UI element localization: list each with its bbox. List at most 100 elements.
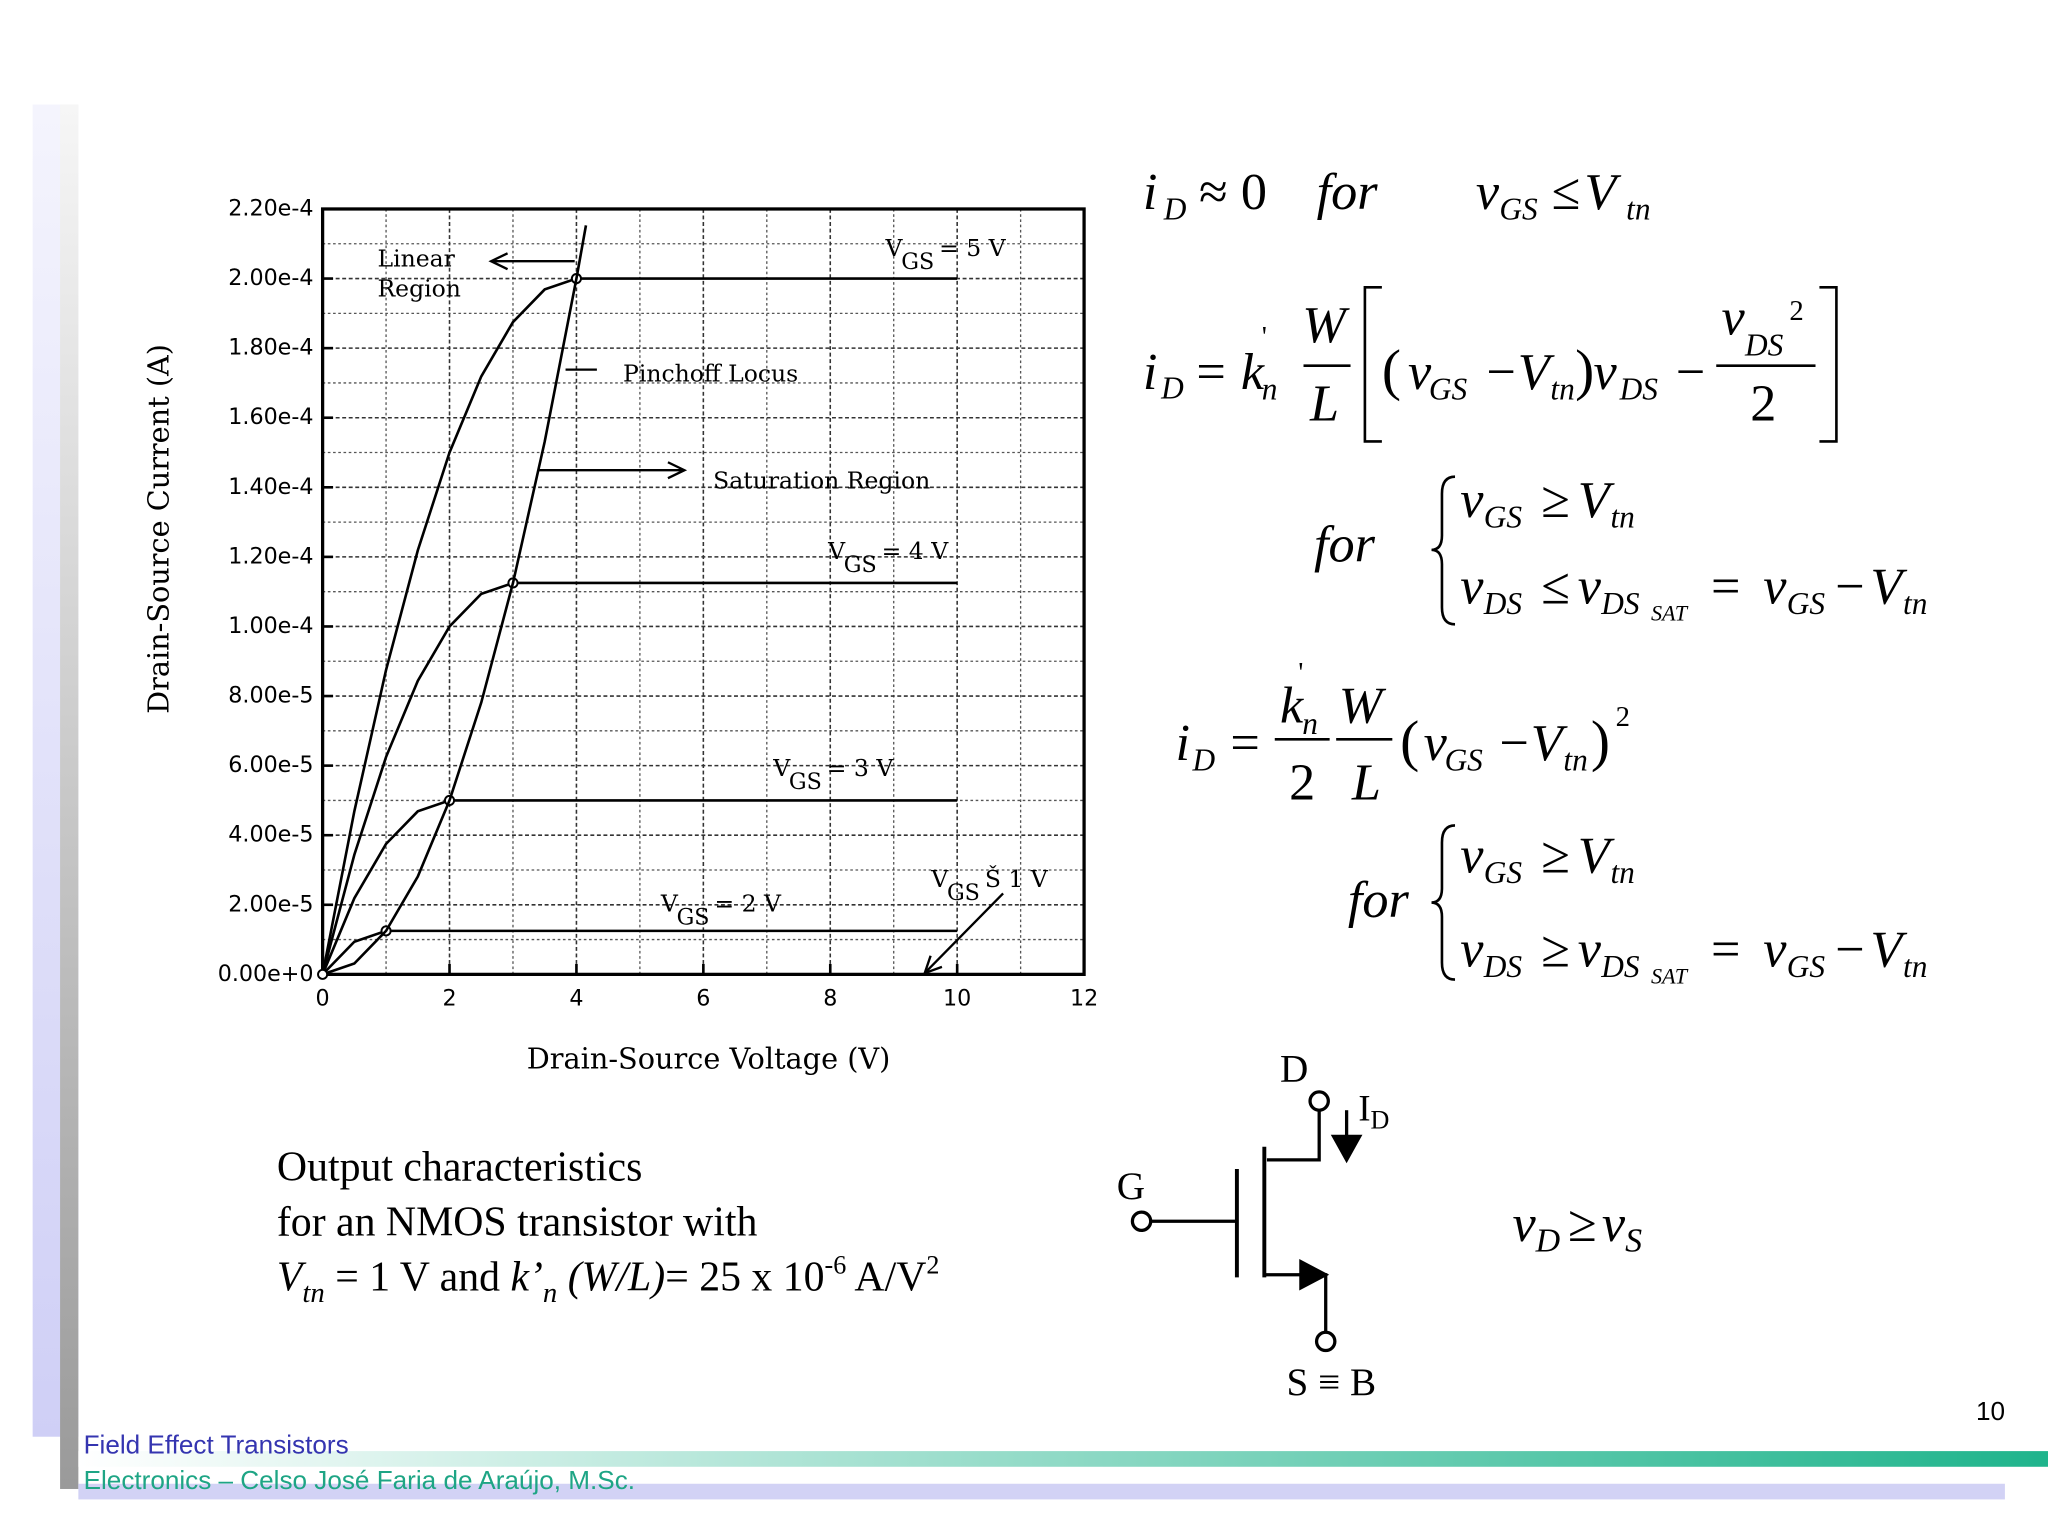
math-symbol: DS <box>1483 949 1523 984</box>
math-symbol: ' <box>1298 657 1303 689</box>
y-tick-label: 2.00e-4 <box>228 265 313 291</box>
math-symbol: v <box>1721 288 1745 346</box>
nmos-symbol <box>1130 1090 1363 1353</box>
footer-bar <box>78 1483 2005 1500</box>
terminal-label: S ≡ B <box>1287 1361 1377 1404</box>
math-symbol: D <box>1163 191 1187 226</box>
math-symbol: tn <box>1903 949 1927 984</box>
math-symbol: ' <box>1262 321 1267 353</box>
math-symbol: V <box>1870 557 1907 615</box>
annotation: Linear <box>377 244 455 272</box>
brace <box>1431 824 1456 981</box>
relation-part: ≥ <box>1568 1195 1597 1253</box>
math-symbol: n <box>1302 706 1318 741</box>
math-symbol: 2 <box>1789 295 1803 327</box>
y-axis-label: Drain-Source Current (A) <box>141 344 175 714</box>
math-symbol: ( <box>1400 710 1419 773</box>
math-symbol: ≥ <box>1541 471 1570 529</box>
caption-part: A/V <box>846 1254 926 1300</box>
relation-part: v <box>1512 1195 1536 1253</box>
math-symbol: tn <box>1550 372 1574 407</box>
math-symbol: GS <box>1484 500 1523 535</box>
math-symbol: W <box>1339 676 1387 734</box>
math-symbol: = <box>1711 557 1740 615</box>
curve-label: = 2 V <box>714 890 782 918</box>
terminal <box>1308 1090 1330 1112</box>
curve-label: GS <box>901 249 934 275</box>
wire <box>1266 1110 1321 1162</box>
math-symbol: tn <box>1563 743 1587 778</box>
math-symbol: v <box>1593 343 1617 401</box>
math-symbol: GS <box>1445 743 1484 778</box>
annotation: Pinchoff Locus <box>623 359 798 387</box>
math-symbol: DS <box>1744 327 1784 362</box>
curve-label: = 5 V <box>939 234 1007 262</box>
current-part: I <box>1358 1088 1370 1129</box>
arrow <box>1330 1134 1363 1164</box>
terminal-label: D <box>1280 1047 1308 1090</box>
origin-point <box>317 968 329 980</box>
equation-decor <box>1274 286 1838 981</box>
math-symbol: for <box>1317 163 1379 221</box>
relation: vD ≥ vS <box>1512 1195 1642 1259</box>
math-symbol: 2 <box>1616 701 1630 733</box>
math-symbol: DS <box>1483 586 1523 621</box>
math-symbol: ) <box>1591 710 1610 773</box>
caption-part: -6 <box>825 1250 847 1279</box>
x-tick-label: 0 <box>316 986 330 1012</box>
math-symbol: tn <box>1610 500 1634 535</box>
curve-label: V <box>827 537 846 565</box>
curve-label: GS <box>947 880 980 906</box>
x-tick-label: 4 <box>569 986 583 1012</box>
math-symbol: DS <box>1600 586 1640 621</box>
math-symbol: D <box>1160 370 1184 405</box>
math-symbol: v <box>1460 557 1484 615</box>
curve-label: V <box>772 754 791 782</box>
curve <box>321 799 958 975</box>
math-symbol: GS <box>1484 855 1523 890</box>
x-tick-label: 12 <box>1070 986 1098 1012</box>
math-symbol: v <box>1763 557 1787 615</box>
math-symbol: ( <box>1382 339 1401 402</box>
math-symbol: − <box>1486 343 1515 401</box>
curve-label: GS <box>844 552 877 578</box>
curve-label: V <box>885 234 904 262</box>
curve-label: V <box>660 890 679 918</box>
y-tick-label: 1.60e-4 <box>228 404 313 430</box>
relation-part: S <box>1625 1222 1642 1259</box>
caption-line: Vtn = 1 V and k’n (W/L)= 25 x 10-6 A/V2 <box>277 1250 940 1309</box>
math-symbol: n <box>1262 372 1278 407</box>
math-symbol: V <box>1870 921 1907 979</box>
math-symbol: V <box>1531 714 1568 772</box>
relation-part: v <box>1602 1195 1626 1253</box>
math-symbol: V <box>1578 826 1615 884</box>
x-tick-label: 6 <box>696 986 710 1012</box>
math-symbol: v <box>1578 921 1602 979</box>
math-symbol: v <box>1578 557 1602 615</box>
math-symbol: SAT <box>1651 600 1689 625</box>
curve-label: = 4 V <box>882 537 950 565</box>
math-symbol: i <box>1143 343 1158 401</box>
caption-part: = 1 V and <box>325 1254 511 1300</box>
math-symbol: ) <box>1575 339 1594 402</box>
math-symbol: W <box>1302 296 1350 354</box>
math-symbol: V <box>1584 163 1621 221</box>
curve <box>321 581 958 975</box>
math-symbol: − <box>1835 557 1864 615</box>
caption-part: (W/L) <box>557 1254 665 1300</box>
math-symbol: SAT <box>1651 964 1689 989</box>
y-tick-label: 1.40e-4 <box>228 474 313 500</box>
math-symbol: − <box>1676 343 1705 401</box>
math-symbol: tn <box>1610 855 1634 890</box>
bracket <box>1819 286 1838 443</box>
math-symbol: tn <box>1626 191 1650 226</box>
pinchoff-locus <box>322 225 588 976</box>
math-symbol: k <box>1241 343 1265 401</box>
bracket <box>1363 286 1382 443</box>
math-symbol: v <box>1476 163 1500 221</box>
caption-line: for an NMOS transistor with <box>277 1200 758 1246</box>
math-symbol: for <box>1314 516 1376 574</box>
caption-part: 2 <box>926 1250 939 1279</box>
